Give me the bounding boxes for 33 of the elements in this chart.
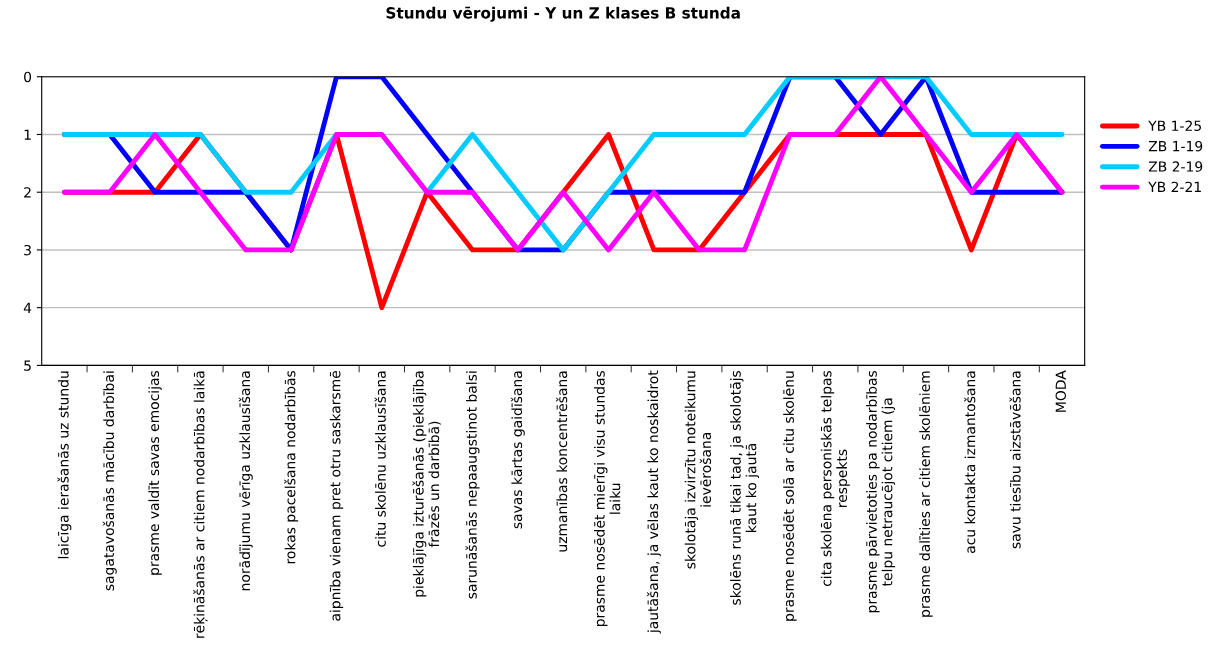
x-tick-label: savu tiesību aizstāvēšana xyxy=(1009,371,1021,549)
x-tick-label: rokas pacelšana nodarbībās xyxy=(284,370,299,564)
y-tick-label: 2 xyxy=(24,187,31,198)
x-tick-label: norādījumu vērīga uzklausīšana xyxy=(238,371,253,591)
x-tick-label: cita skolēna personiskās telpas respekts xyxy=(820,370,850,587)
x-tick-label: citu skolēnu uzklausīšana xyxy=(374,371,386,547)
x-tick-label: prasme nosēdēt solā ar citu skolēnu xyxy=(783,371,797,621)
x-tick-label: skolotāja izvirzītu noteikumu ievērošana xyxy=(684,371,712,569)
x-tick-label: prasme dalīties ar citiem skolēniem xyxy=(919,371,933,617)
y-tick-label: 0 xyxy=(24,71,32,83)
y-tick-label: 3 xyxy=(24,244,31,256)
x-tick-label: prasme valdīt savas emocijas xyxy=(148,370,162,575)
y-tick-label: 5 xyxy=(24,360,31,371)
x-tick-label: sarunāšanās nepaaugstinot balsi xyxy=(465,371,480,599)
x-tick-label: jautāšana, ja vēlas kaut ko noskaidrot xyxy=(646,370,661,634)
x-tick-label: savas kārtas gaidīšana xyxy=(510,371,525,529)
x-tick-label: prasme nosēdēt mierīgi visu stundas laiku xyxy=(594,370,621,627)
y-tick-label: 4 xyxy=(23,302,32,313)
legend-label: YB 1-25 xyxy=(1148,120,1201,132)
x-tick-label: sagatavošanās mācību darbībai xyxy=(102,371,117,591)
legend-label: YB 2-21 xyxy=(1148,181,1201,192)
y-tick-label: 1 xyxy=(24,129,31,140)
x-tick-label: rēķināšanās ar citiem nodarbības laikā xyxy=(193,371,208,638)
x-tick-label: pieklājīga izturēšanās (pieklājība frāzēs un darbībā) xyxy=(412,371,441,597)
x-tick-label: laicīga ierašanās uz stundu xyxy=(57,371,72,559)
x-tick-label: skolēns runā tikai tad, ja skolotājs kaut ko jautā xyxy=(730,370,760,605)
x-tick-label: acu kontakta izmantošana xyxy=(964,371,976,553)
legend-label: ZB 2-19 xyxy=(1148,161,1203,172)
x-tick-label: aipnība vienam pret otru saskarsmē xyxy=(329,370,344,621)
x-tick-label: uzmanības koncentrēšana xyxy=(555,371,568,552)
chart-title: Stundu vērojumi - Y un Z klases B stunda xyxy=(386,6,740,22)
x-tick-label: MODA xyxy=(1055,370,1067,412)
legend-label: ZB 1-19 xyxy=(1148,140,1203,152)
